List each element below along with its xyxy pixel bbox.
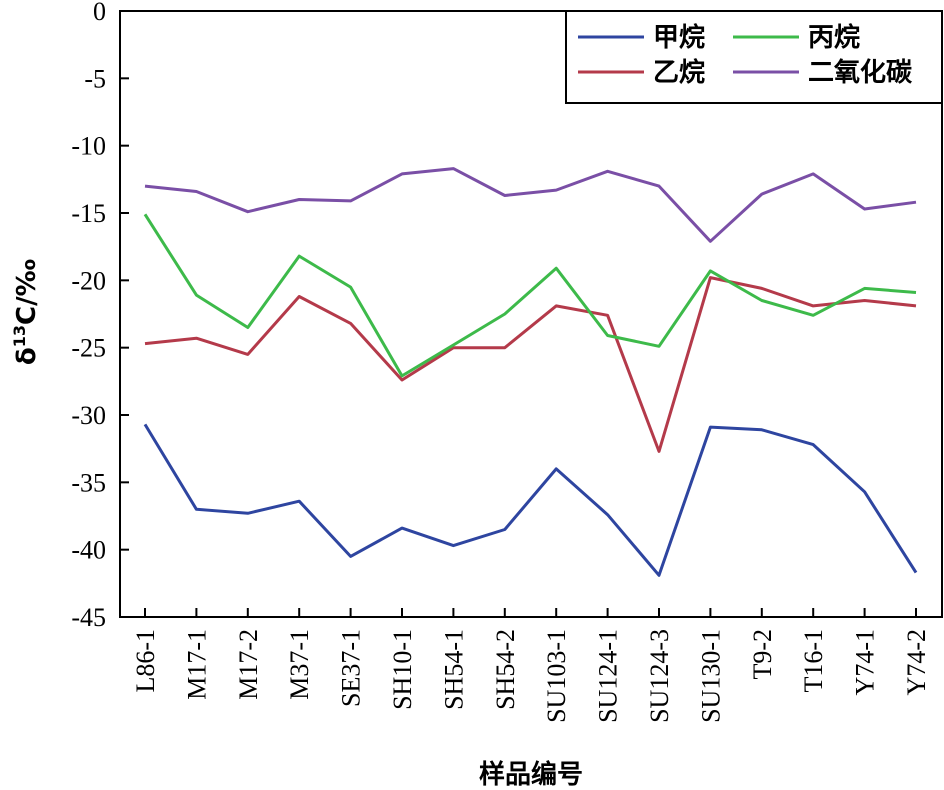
legend-box [565, 10, 943, 104]
y-tick-label: 0 [93, 0, 106, 26]
y-tick-label: -25 [71, 334, 106, 363]
y-axis-title-delta: δ [12, 347, 42, 365]
plot-frame [119, 10, 943, 618]
x-tick-label: M37-1 [285, 629, 314, 700]
x-tick-label: SU130-1 [696, 629, 725, 723]
y-tick-label: -35 [71, 468, 106, 497]
y-axis-title-superscript: 13 [10, 325, 29, 347]
x-tick-label: T16-1 [799, 629, 828, 693]
x-tick-label: SH54-2 [491, 629, 520, 710]
x-tick-label: Y74-1 [851, 629, 880, 695]
x-tick-label: SU103-1 [542, 629, 571, 723]
series-line [143, 213, 917, 378]
series-lines [143, 167, 918, 577]
y-axis-title-unit: C/‰ [12, 259, 42, 325]
y-axis: 0 -5 -10 -15 -20 -25 -30 -35 -40 -45 [71, 0, 129, 632]
plot-area-border [119, 10, 943, 618]
y-tick-label: -30 [71, 401, 106, 430]
legend-label: 乙烷 [653, 57, 705, 88]
legend-label: 甲烷 [653, 22, 705, 53]
x-tick-label: SU124-1 [594, 629, 623, 723]
y-tick-label: -40 [71, 536, 106, 565]
x-tick-label: T9-2 [748, 629, 777, 680]
series-line [143, 423, 918, 577]
x-axis-title: 样品编号 [479, 759, 583, 790]
y-tick-label: -5 [84, 64, 106, 93]
x-tick-label: SU124-3 [645, 629, 674, 723]
y-axis-title: δ13C/‰ [10, 259, 42, 365]
y-tick-label: -20 [71, 266, 106, 295]
x-tick-label: L86-1 [131, 629, 160, 693]
y-tick-label: -15 [71, 199, 106, 228]
x-tick-label: M17-1 [182, 629, 211, 700]
series-line [144, 167, 917, 243]
x-tick-label: M17-2 [234, 629, 263, 700]
y-tick-label: -45 [71, 603, 106, 632]
series-line [144, 276, 917, 453]
x-tick-label: SE37-1 [337, 629, 366, 707]
legend-label: 二氧化碳 [808, 58, 913, 88]
legend-label: 丙烷 [808, 22, 860, 53]
x-tick-label: SH54-1 [439, 629, 468, 710]
x-axis: L86-1 M17-1 M17-2 M37-1 SE37-1 SH10-1 SH54-1 SH… [131, 608, 931, 723]
x-tick-label: Y74-2 [902, 629, 931, 695]
y-tick-label: -10 [71, 132, 106, 161]
x-tick-label: SH10-1 [388, 629, 417, 710]
